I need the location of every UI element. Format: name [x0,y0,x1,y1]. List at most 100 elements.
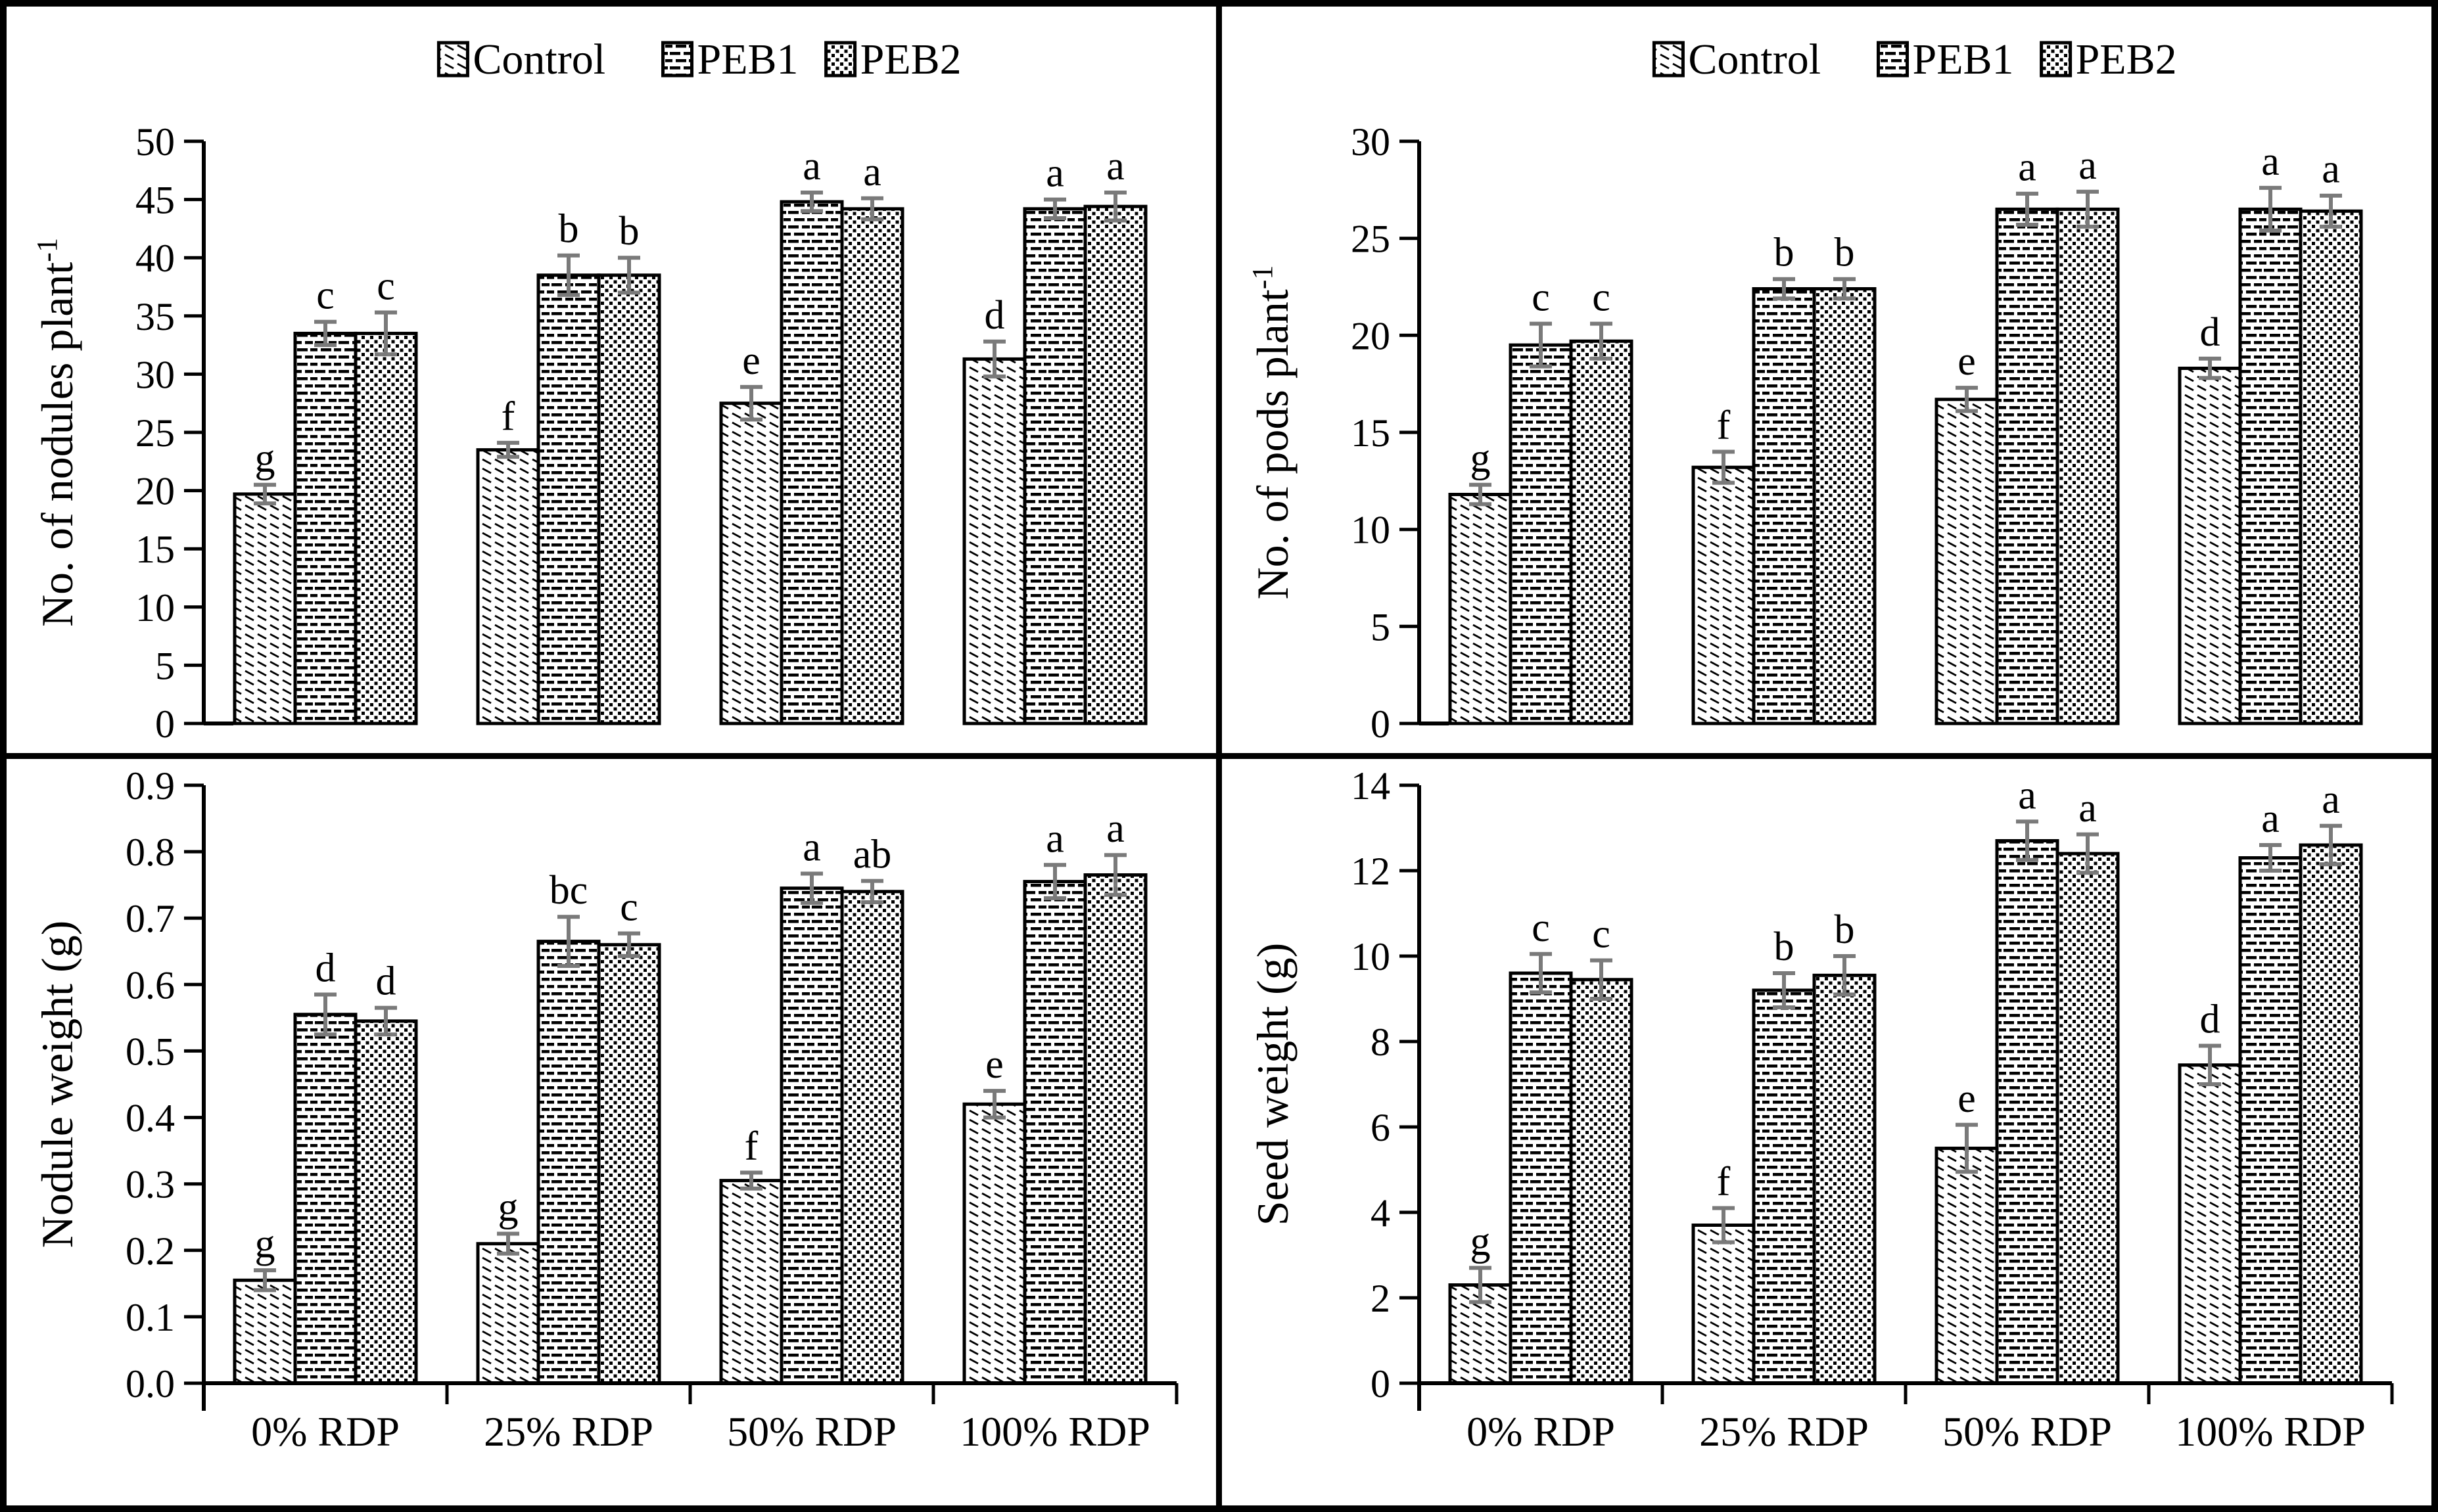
sig-letter: c [1532,905,1550,950]
error-bar [2076,832,2099,875]
error-bar [557,253,580,297]
sig-letter: e [1957,339,1976,384]
sig-letter: d [2200,310,2220,355]
legend-label: PEB2 [860,35,962,83]
error-bar [1044,197,1066,220]
error-bar [2320,193,2342,229]
legend-swatch [824,41,857,78]
error-bar [1833,277,1856,301]
bar-peb1-2 [1995,839,2059,1385]
error-bar [2016,191,2038,227]
legend-label: PEB1 [1913,35,2014,83]
panel-nodule-weight: g g f e d bc a a d c ab a 0.0 0.1 0.2 0.3 0.4 0.5 0.6 0.7 0.… [7,759,1216,1505]
sig-letter: b [1774,231,1794,275]
y-tick-label: 4 [1371,1191,1390,1235]
bar-peb2-1 [1812,287,1877,725]
legend-label: Control [1688,35,1821,83]
y-axis-label: No. of nodules plant-1 [31,238,82,627]
y-tick-label: 14 [1351,764,1390,808]
error-bar [1469,1266,1491,1304]
bar-peb1-3 [2238,856,2303,1385]
panel-grid: g f e d c b a a c b a a 0 5 10 15 20 25 30 35 40 45 50 No. of n… [7,7,2431,1505]
legend-label: PEB1 [697,35,799,83]
y-axis-label: Seed weight (g) [1248,943,1298,1226]
y-tick-label: 0.7 [126,897,175,940]
y-tick-label: 0.4 [126,1097,175,1140]
sig-letter: b [619,209,640,254]
bar-control-2 [719,401,784,725]
bar-peb2-1 [597,273,661,725]
y-tick-label: 20 [1351,314,1390,357]
panel-pods: g f e d c b a a c b a a 0 5 10 15 20 25 30 No. of pods plan… [1222,7,2431,753]
bar-peb1-1 [1752,287,1816,725]
sig-letter: a [2078,143,2097,188]
error-bar [2199,356,2221,380]
error-bar [2259,843,2282,873]
x-tick-label: 50% RDP [1942,1408,2112,1455]
error-bar [801,871,823,905]
bar-control-3 [962,1102,1027,1385]
x-tick-label: 50% RDP [727,1408,897,1455]
x-tick-label: 0% RDP [251,1408,400,1455]
error-bar [618,931,640,958]
bar-control-3 [962,357,1027,725]
y-tick-label: 0 [1371,1362,1390,1406]
sig-letter: f [1717,1160,1731,1204]
bar-control-2 [1934,398,1999,725]
error-bar [497,440,519,459]
bar-peb2-2 [840,890,904,1385]
y-tick-label: 15 [1351,411,1390,455]
panel-nodules: g f e d c b a a c b a a 0 5 10 15 20 25 30 35 40 45 50 No. of n… [7,7,1216,753]
bar-peb1-0 [1509,343,1573,725]
bar-peb2-2 [840,207,904,725]
sig-letter: c [1592,912,1610,957]
sig-letter: g [1470,436,1491,481]
bar-peb1-2 [780,200,844,725]
sig-letter: b [1835,231,1855,275]
bar-control-0 [233,1278,297,1385]
sig-letter: b [559,207,579,252]
y-tick-label: 0.8 [126,831,175,874]
legend-item-peb2: PEB2 [2040,35,2177,83]
sig-letter: a [2261,139,2280,184]
error-bar [497,1231,519,1256]
sig-letter: c [1532,275,1550,320]
bar-peb2-1 [597,943,661,1385]
error-bar [1469,482,1491,507]
error-bar [801,191,823,214]
bar-control-0 [1448,493,1512,725]
y-tick-label: 0.1 [126,1296,175,1339]
sig-letter: e [985,1042,1004,1087]
sig-letter: d [985,293,1005,338]
bar-control-1 [1691,1224,1756,1385]
sig-letter: d [316,946,336,991]
bar-peb2-3 [1083,873,1148,1385]
y-tick-label: 45 [135,179,175,222]
sig-letter: f [745,1124,759,1169]
error-bar [983,1089,1006,1120]
x-tick-label: 100% RDP [2175,1408,2366,1455]
y-axis-label: Nodule weight (g) [32,921,82,1249]
y-axis-label: No. of pods plant-1 [1246,265,1298,600]
error-bar [254,1268,276,1293]
x-tick-label: 25% RDP [484,1408,653,1455]
error-bar [375,1005,397,1037]
bar-peb1-2 [1995,207,2059,725]
legend-item-control: Control [1652,35,1821,83]
error-bar [1773,277,1795,301]
sig-letter: a [2261,796,2280,841]
error-bar [861,879,883,904]
bar-peb2-1 [1812,973,1877,1385]
y-tick-label: 0.3 [126,1163,175,1206]
y-tick-label: 25 [135,411,175,455]
panel-seed-weight: g f e d c b a a c b a a 0 2 4 6 8 10 12 14 Seed weight (g) 0%… [1222,759,2431,1505]
error-bar [375,310,397,357]
bar-control-3 [2178,367,2242,725]
sig-letter: e [742,338,761,383]
bar-control-1 [1691,465,1756,725]
y-tick-label: 10 [1351,935,1390,978]
error-bar [254,482,276,506]
legend-swatch [661,41,693,78]
error-bar [1530,321,1552,369]
